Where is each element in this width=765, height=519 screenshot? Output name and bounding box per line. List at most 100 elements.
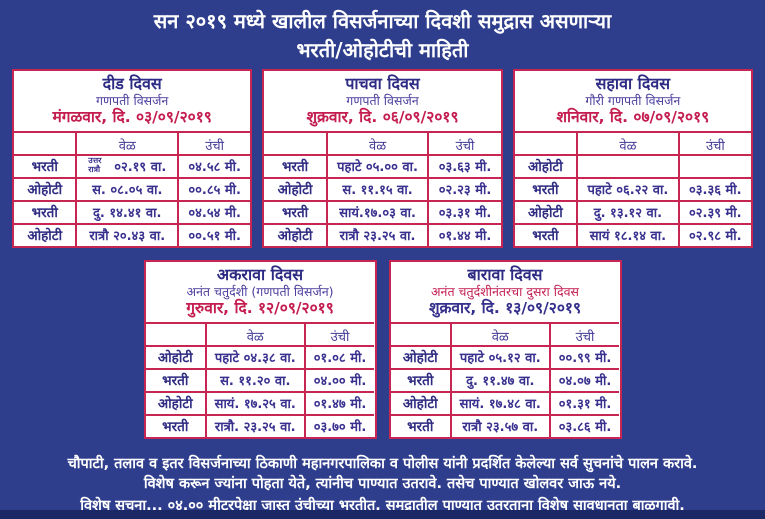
table-date: गुरुवार, दि. १२/०९/२०१९ xyxy=(186,299,334,318)
row-label: ओहोटी xyxy=(514,153,577,177)
row-label: भरती xyxy=(264,153,326,177)
footer-notes: चौपाटी, तलाव व इतर विसर्जनाच्या ठिकाणी म… xyxy=(0,455,765,517)
table-title: दीड दिवस xyxy=(102,74,162,93)
table-subtitle: गणपती विसर्जन xyxy=(95,93,169,109)
row-label: ओहोटी xyxy=(264,222,326,246)
col-header-height: उंची xyxy=(303,321,375,348)
row-label: भरती xyxy=(390,413,451,437)
col-header-height: उंची xyxy=(548,321,620,348)
col-header-time: वेळ xyxy=(450,321,549,348)
row-height: ०१.३१ मी. xyxy=(548,390,620,414)
row-height: ०३.८६ मी. xyxy=(548,413,620,437)
row-label: ओहोटी xyxy=(264,176,326,200)
row-time: दु. १३.१२ वा. xyxy=(576,199,678,223)
tide-table: दीड दिवस गणपती विसर्जन मंगळवार, दि. ०३/०९/… xyxy=(12,69,253,248)
table-subtitle: अनंत चतुर्दशी (गणपती विसर्जन) xyxy=(186,284,334,300)
row-label: ओहोटी xyxy=(390,390,451,414)
tide-table: अकरावा दिवस अनंत चतुर्दशी (गणपती विसर्जन)… xyxy=(143,260,377,439)
row-time: सायं १८.१४ वा. xyxy=(576,222,678,246)
time-prefix: उत्तर रात्रौ xyxy=(88,156,102,175)
row-height: ०१.४४ मी. xyxy=(427,222,501,246)
tables-row-top: दीड दिवस गणपती विसर्जन मंगळवार, दि. ०३/०९/… xyxy=(12,69,753,248)
row-height: ०१.४७ मी. xyxy=(303,390,375,414)
table-date: शुक्रवार, दि. ०६/०९/२०१९ xyxy=(306,108,459,127)
row-height: ०१.०८ मी. xyxy=(303,344,375,368)
row-height: ०२.३९ मी. xyxy=(677,199,751,223)
row-label: ओहोटी xyxy=(390,344,451,368)
table-title: बारावा दिवस xyxy=(467,265,543,284)
col-header-time: वेळ xyxy=(325,130,428,157)
row-time: स. ११.१५ वा. xyxy=(325,176,428,200)
table-header: सहावा दिवस गौरी गणपती विसर्जन शनिवार, दि. … xyxy=(515,71,751,131)
row-height: ०४.०७ मी. xyxy=(548,367,620,391)
row-height: ००.९९ मी. xyxy=(548,344,620,368)
row-height: ००.५१ मी. xyxy=(177,222,251,246)
row-height: ०३.३६ मी. xyxy=(677,176,751,200)
page-title-line2: भरती/ओहोटीची माहिती xyxy=(296,38,469,62)
row-height xyxy=(677,153,751,177)
row-height: ०४.५८ मी. xyxy=(177,153,251,177)
row-time: रात्रौ. २३.२५ वा. xyxy=(205,413,304,437)
row-time: सायं. १७.२५ वा. xyxy=(205,390,304,414)
row-height: ०४.०० मी. xyxy=(303,367,375,391)
table-grid: वेळ उंची ओहोटी पहाटे ०४.३८ वा. ०१.०८ मी. भरती… xyxy=(145,321,375,437)
tables-row-bottom: अकरावा दिवस अनंत चतुर्दशी (गणपती विसर्जन)… xyxy=(0,260,765,439)
row-label: भरती xyxy=(514,222,577,246)
col-header-empty xyxy=(390,321,451,348)
table-header: बारावा दिवस अनंत चतुर्दशीनंतरचा दुसरा दिव… xyxy=(391,262,620,322)
table-grid: वेळ उंची भरती पहाटे ०५.०० वा. ०३.६३ मी. ओहोटी… xyxy=(264,130,501,246)
row-height: ०२.९८ मी. xyxy=(677,222,751,246)
col-header-empty xyxy=(264,130,326,157)
table-subtitle: गौरी गणपती विसर्जन xyxy=(585,93,681,109)
table-title: अकरावा दिवस xyxy=(216,265,304,284)
time-text: ०२.१९ वा. xyxy=(114,160,167,176)
col-header-empty xyxy=(145,321,206,348)
table-date: शनिवार, दि. ०७/०९/२०१९ xyxy=(556,108,710,127)
row-label: ओहोटी xyxy=(145,390,206,414)
row-time: सायं. १७.४८ वा. xyxy=(450,390,549,414)
row-label: ओहोटी xyxy=(14,176,76,200)
row-time: उत्तर रात्रौ ०२.१९ वा. xyxy=(75,153,178,177)
tide-table: बारावा दिवस अनंत चतुर्दशीनंतरचा दुसरा दिव… xyxy=(388,260,622,439)
row-label: ओहोटी xyxy=(14,222,76,246)
row-time: दु. ११.४७ वा. xyxy=(450,367,549,391)
row-label: भरती xyxy=(14,199,76,223)
col-header-height: उंची xyxy=(177,130,251,157)
row-label: भरती xyxy=(145,367,206,391)
row-time: पहाटे ०६.२२ वा. xyxy=(576,176,678,200)
row-time: रात्रौ २३.५७ वा. xyxy=(450,413,549,437)
table-header: दीड दिवस गणपती विसर्जन मंगळवार, दि. ०३/०९/… xyxy=(14,71,250,131)
row-time: स. ११.२० वा. xyxy=(205,367,304,391)
table-grid: वेळ उंची ओहोटी भरती पहाटे ०६.२२ वा. ०३.३६ मी.… xyxy=(514,130,751,246)
col-header-empty xyxy=(14,130,76,157)
row-time: दु. १४.४१ वा. xyxy=(75,199,178,223)
table-date: शुक्रवार, दि. १३/०९/२०१९ xyxy=(428,299,582,318)
footer-instruction-line1: चौपाटी, तलाव व इतर विसर्जनाच्या ठिकाणी म… xyxy=(67,456,698,472)
row-time: पहाटे ०५.१२ वा. xyxy=(450,344,549,368)
row-time: स. ०८.०५ वा. xyxy=(75,176,178,200)
table-header: पाचवा दिवस गणपती विसर्जन शुक्रवार, दि. ०६/… xyxy=(264,71,500,131)
row-height: ००.८५ मी. xyxy=(177,176,251,200)
col-header-height: उंची xyxy=(677,130,751,157)
tide-table: सहावा दिवस गौरी गणपती विसर्जन शनिवार, दि. … xyxy=(512,69,753,248)
row-label: भरती xyxy=(145,413,206,437)
page-title-line1: सन २०१९ मध्ये खालील विसर्जनाच्या दिवशी स… xyxy=(153,9,612,33)
col-header-empty xyxy=(514,130,577,157)
row-time: पहाटे ०४.३८ वा. xyxy=(205,344,304,368)
col-header-time: वेळ xyxy=(576,130,678,157)
tide-table: पाचवा दिवस गणपती विसर्जन शुक्रवार, दि. ०६/… xyxy=(262,69,503,248)
table-grid: वेळ उंची ओहोटी पहाटे ०५.१२ वा. ००.९९ मी. भरती… xyxy=(390,321,620,437)
row-time: सायं.१७.०३ वा. xyxy=(325,199,428,223)
row-height: ०३.३१ मी. xyxy=(427,199,501,223)
row-time: रात्रौ २३.२५ वा. xyxy=(325,222,428,246)
table-title: पाचवा दिवस xyxy=(345,74,420,93)
table-date: मंगळवार, दि. ०३/०९/२०१९ xyxy=(52,108,212,127)
row-label: भरती xyxy=(264,199,326,223)
table-subtitle: अनंत चतुर्दशीनंतरचा दुसरा दिवस xyxy=(430,284,580,300)
row-time: रात्रौ २०.४३ वा. xyxy=(75,222,178,246)
row-label: ओहोटी xyxy=(514,199,577,223)
table-subtitle: गणपती विसर्जन xyxy=(346,93,419,109)
row-label: भरती xyxy=(514,176,577,200)
row-height: ०४.५४ मी. xyxy=(177,199,251,223)
